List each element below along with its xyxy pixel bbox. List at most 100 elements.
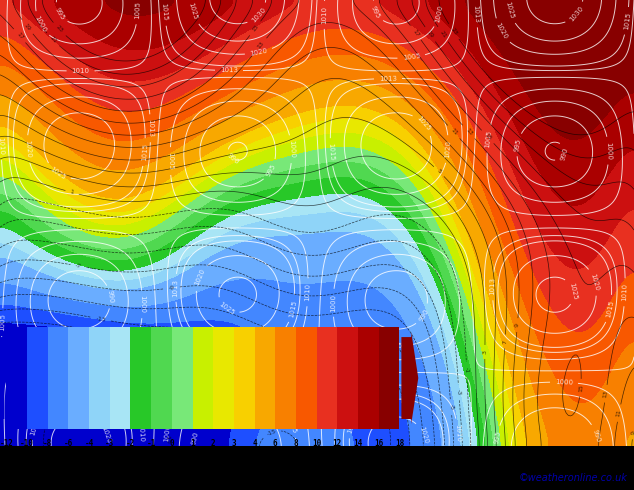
Text: Theta-W 850hPa [hPa] ECMWF: Theta-W 850hPa [hPa] ECMWF	[6, 453, 169, 463]
Text: 1015: 1015	[346, 416, 358, 434]
Text: 1025: 1025	[188, 2, 198, 21]
Text: 1005: 1005	[167, 152, 173, 170]
Text: 1005: 1005	[402, 53, 420, 61]
Text: 1010: 1010	[304, 283, 311, 301]
Text: 1005: 1005	[484, 129, 493, 148]
FancyArrow shape	[0, 332, 4, 424]
Text: 1: 1	[70, 190, 75, 196]
Text: 15: 15	[251, 24, 259, 33]
Text: 1010: 1010	[0, 137, 4, 155]
Text: 995: 995	[514, 138, 522, 152]
Text: 6: 6	[273, 439, 278, 447]
Text: 1: 1	[190, 439, 195, 447]
Text: 1025: 1025	[505, 1, 515, 20]
Text: 9: 9	[515, 323, 520, 327]
Text: 1020: 1020	[249, 48, 268, 57]
Text: 1015: 1015	[623, 12, 631, 30]
Text: -15: -15	[266, 428, 277, 437]
Text: 8: 8	[294, 439, 298, 447]
Text: 1013: 1013	[379, 75, 397, 82]
FancyArrow shape	[401, 332, 418, 424]
Text: 1030: 1030	[251, 6, 268, 24]
Text: 990: 990	[191, 431, 200, 446]
Text: 1015: 1015	[160, 3, 168, 21]
Text: 995: 995	[288, 419, 298, 434]
Text: 1025: 1025	[416, 115, 432, 132]
Text: 1025: 1025	[568, 281, 578, 300]
Bar	[358, 327, 378, 429]
Text: 1015: 1015	[141, 143, 148, 161]
Text: 1030: 1030	[569, 5, 585, 23]
Bar	[27, 327, 48, 429]
Text: 1015: 1015	[288, 299, 297, 318]
Text: -5: -5	[448, 404, 454, 411]
Text: -2: -2	[126, 439, 135, 447]
Text: 21: 21	[439, 29, 447, 39]
Text: -4: -4	[84, 439, 94, 447]
Text: 1010: 1010	[621, 283, 628, 301]
Text: 9: 9	[631, 430, 634, 435]
Text: 995: 995	[72, 343, 85, 349]
Bar	[172, 327, 193, 429]
Text: 995: 995	[370, 4, 381, 19]
Text: 1005: 1005	[373, 369, 391, 375]
Text: -1: -1	[464, 367, 469, 373]
Text: 7: 7	[502, 340, 508, 343]
Text: 1000: 1000	[605, 142, 612, 160]
Text: 1010: 1010	[321, 6, 327, 24]
Text: 3: 3	[482, 350, 488, 354]
Text: 23: 23	[55, 24, 64, 34]
Text: 995: 995	[493, 430, 501, 444]
Text: Mo 03-06-2024 00:00 UTC (00+120): Mo 03-06-2024 00:00 UTC (00+120)	[428, 453, 628, 463]
Text: 1010: 1010	[137, 423, 144, 441]
Text: -12: -12	[0, 439, 13, 447]
Text: 1005: 1005	[53, 369, 70, 375]
Text: -3: -3	[456, 389, 462, 395]
Text: -6: -6	[64, 439, 73, 447]
Text: 19: 19	[23, 22, 32, 31]
Text: 11: 11	[450, 127, 458, 137]
Text: -7: -7	[75, 263, 82, 269]
Bar	[337, 327, 358, 429]
Text: -9: -9	[169, 285, 175, 291]
Text: 13: 13	[464, 127, 473, 136]
Text: 1010: 1010	[72, 68, 89, 74]
Text: 1013: 1013	[65, 390, 83, 397]
Text: 1005: 1005	[0, 313, 6, 331]
Text: 1015: 1015	[327, 143, 335, 161]
Text: -1: -1	[146, 439, 156, 447]
Text: 990: 990	[107, 290, 114, 304]
Text: -8: -8	[43, 439, 53, 447]
Bar	[255, 327, 275, 429]
Text: 4: 4	[252, 439, 257, 447]
Text: 3: 3	[231, 439, 236, 447]
Bar	[89, 327, 110, 429]
Text: 1013: 1013	[489, 277, 496, 295]
Text: 1020: 1020	[444, 140, 451, 158]
Text: 990: 990	[418, 307, 430, 322]
Text: 990: 990	[592, 428, 601, 443]
Text: 11: 11	[616, 409, 622, 417]
Bar	[131, 327, 151, 429]
Text: 990: 990	[226, 152, 240, 166]
Bar	[110, 327, 131, 429]
Text: 1005: 1005	[134, 1, 141, 20]
Text: 1020: 1020	[590, 272, 600, 291]
Text: 13: 13	[256, 41, 265, 49]
Text: 17: 17	[15, 31, 24, 40]
Bar	[193, 327, 213, 429]
Text: 1020: 1020	[418, 426, 429, 445]
Bar	[151, 327, 172, 429]
Bar	[48, 327, 68, 429]
Text: -15: -15	[160, 342, 171, 348]
Text: 1000: 1000	[330, 294, 336, 312]
Text: -15: -15	[165, 433, 171, 443]
Text: 1000: 1000	[34, 15, 47, 34]
Text: 1015: 1015	[29, 417, 40, 436]
Text: 1013: 1013	[473, 4, 480, 23]
Text: 995: 995	[390, 343, 403, 349]
Bar	[234, 327, 255, 429]
Text: 1013: 1013	[172, 279, 179, 297]
Text: 1000: 1000	[139, 295, 146, 313]
Text: 13: 13	[603, 390, 609, 398]
